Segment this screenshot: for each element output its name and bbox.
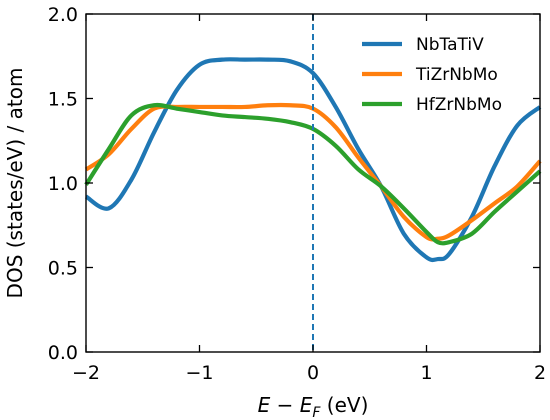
x-ticks: −2 −1 0 1 2 <box>72 14 546 384</box>
x-tick-label: 2 <box>534 362 546 384</box>
x-tick-label: 0 <box>307 362 319 384</box>
y-axis-label: DOS (states/eV) / atom <box>3 68 27 299</box>
legend: NbTaTiV TiZrNbMo HfZrNbMo <box>362 35 502 115</box>
series-layer <box>84 57 542 263</box>
x-tick-label: 1 <box>420 362 432 384</box>
series-line-hfzrnbmo <box>84 102 542 246</box>
legend-label-nbtativ: NbTaTiV <box>416 35 484 55</box>
y-tick-label: 0.5 <box>48 258 78 280</box>
y-tick-label: 0.0 <box>48 342 78 364</box>
x-axis-label: E − EF (eV) <box>258 393 369 420</box>
y-ticks: 0.0 0.5 1.0 1.5 2.0 <box>48 4 540 364</box>
x-tick-label: −2 <box>72 362 100 384</box>
legend-label-tizrnbmo: TiZrNbMo <box>415 65 498 85</box>
y-tick-label: 1.5 <box>48 89 78 111</box>
x-tick-label: −1 <box>185 362 213 384</box>
y-tick-label: 2.0 <box>48 4 78 26</box>
legend-label-hfzrnbmo: HfZrNbMo <box>416 95 502 115</box>
y-tick-label: 1.0 <box>48 173 78 195</box>
